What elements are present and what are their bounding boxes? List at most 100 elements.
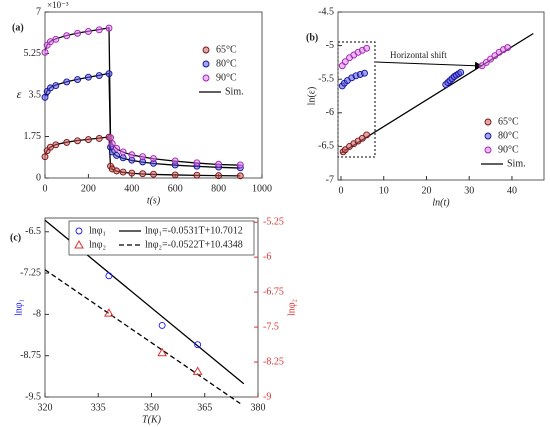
legend-label: 80°C [498,130,519,141]
data-point [95,72,103,80]
y-axis-label: lnφ₁ [13,299,24,316]
data-point [113,152,121,159]
legend-label: 80°C [216,58,237,69]
data-point [113,144,121,152]
x-axis-label: t(s) [147,195,161,206]
legend-marker [75,227,83,235]
data-point [157,347,168,357]
data-point [236,161,244,169]
data-point [139,170,147,178]
legend-label: 65°C [498,116,519,127]
y-tick-label: -6 [326,107,334,118]
y-tick-label: 3.5 [29,89,42,100]
x-tick-label: 10 [379,185,389,196]
legend-marker [202,46,210,54]
legend-label: lnφ₂=-0.0522T+10.4348 [145,239,243,250]
sim-line [44,27,241,166]
y2-tick-label: -5.25 [263,216,284,227]
y-tick-label: -6.5 [318,141,334,152]
data-point [84,27,92,35]
legend-marker [484,146,492,154]
data-point [236,172,244,180]
legend-marker [202,74,210,82]
legend-marker [484,118,492,126]
y-tick-label: -7.25 [20,267,41,278]
data-point [457,69,465,76]
data-point [341,58,349,66]
annotation: Horizontal shift [390,50,447,60]
x-tick-label: 1000 [252,183,272,194]
data-point [74,137,82,145]
y-tick-label: -8.75 [20,350,41,361]
legend-label: lnφ₂ [89,239,106,250]
data-point [95,134,103,142]
data-point [139,153,147,161]
y2-tick-label: -9 [263,391,271,402]
data-point [74,76,82,84]
y-tick-label: -9.5 [25,391,41,402]
data-point [41,153,49,161]
y-tick-label: -5.5 [318,73,334,84]
legend-marker [484,132,492,140]
x-tick-label: 335 [91,402,106,413]
data-point [63,78,71,86]
x-tick-label: 30 [464,185,474,196]
legend-frame [68,220,255,256]
data-point [119,168,127,176]
shift-arrow [375,61,483,70]
y-tick-label: -6.5 [25,226,41,237]
sim-line [44,269,241,405]
data-point [361,69,368,77]
data-point [52,141,60,149]
data-point [119,154,127,162]
y-axis-label: ε [17,87,22,101]
data-point [104,308,114,317]
x-tick-label: 40 [507,185,517,196]
y2-tick-label: -7.5 [263,321,279,332]
data-point [107,134,114,142]
legend-marker [74,239,84,249]
data-point [363,131,371,139]
data-point [171,157,179,165]
data-point [215,172,223,180]
data-point [119,148,127,156]
data-point [84,136,92,144]
data-point [105,24,113,32]
data-point [171,171,179,179]
data-point [84,73,92,81]
data-point [113,167,121,175]
legend-marker [202,60,210,68]
legend-label: 90°C [216,72,237,83]
x-tick-label: 350 [144,402,159,413]
data-point [105,272,113,280]
y-tick-label: 0 [36,172,41,183]
y-axis-label: ln(ε) [306,87,317,106]
x-tick-label: 200 [81,183,96,194]
y2-axis-label: lnφ₂ [286,299,297,316]
x-tick-label: 800 [211,183,226,194]
y-tick-label: -5 [326,40,334,51]
data-point [363,44,371,52]
x-tick-label: 320 [38,402,53,413]
data-point [128,151,136,159]
y-tick-label: 1.75 [24,131,42,142]
data-point [63,32,71,40]
y-tick-label: -4.5 [318,6,334,17]
data-point [504,44,512,52]
data-point [193,159,201,167]
data-point [150,155,157,163]
y2-tick-label: -8.25 [263,356,284,367]
x-tick-label: 600 [168,183,183,194]
data-point [128,169,136,177]
x-axis-label: T(K) [142,414,162,425]
data-point [52,82,60,89]
data-point [63,138,71,146]
data-point [41,48,49,56]
data-point [108,148,116,156]
data-point [150,170,157,178]
data-point [74,29,82,37]
legend-label: 65°C [216,44,237,55]
legend-label: lnφ₁ [89,225,106,236]
x-tick-label: 0 [43,183,48,194]
